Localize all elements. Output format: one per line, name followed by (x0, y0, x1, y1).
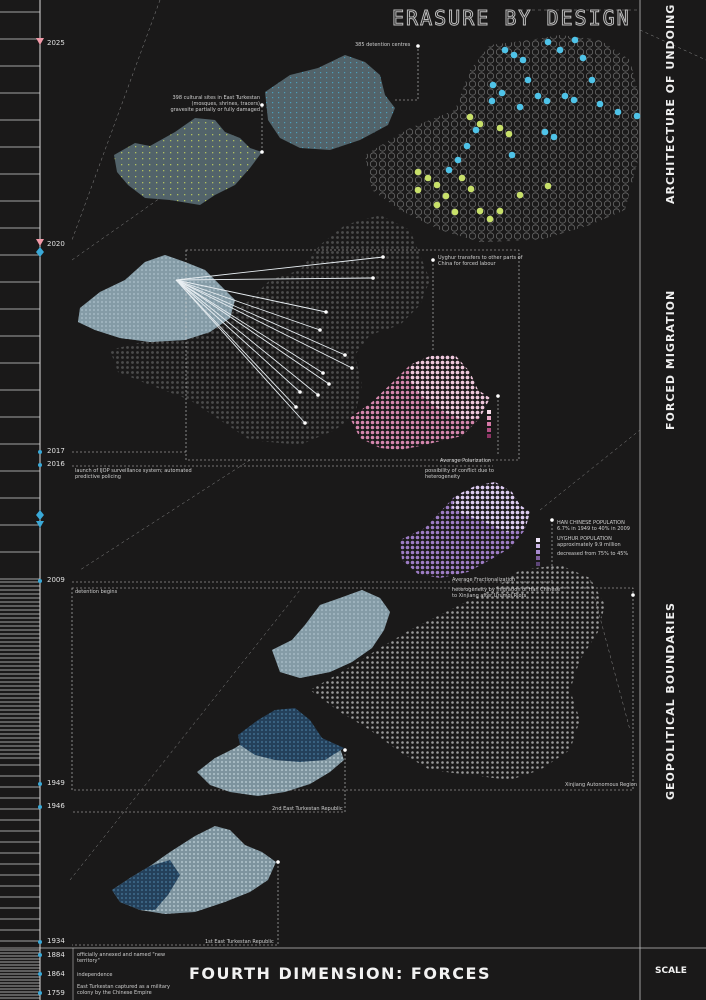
migration-leaders (72, 249, 520, 467)
year-2020: 2020 (47, 240, 65, 248)
marker-blue-triangle (36, 521, 44, 528)
annotation-heterogeneity: heterogeneity by migration of Han Chines… (452, 587, 561, 599)
year-2009: 2009 (47, 576, 65, 584)
annotation-han-population-detail: 6.7% in 1949 to 40% in 2009 (557, 526, 630, 532)
year-2016: 2016 (47, 460, 65, 468)
china-grey-migration-map (110, 215, 430, 445)
marker-blue-diamond (36, 510, 44, 520)
year-1946: 1946 (47, 802, 65, 810)
section-label-architecture: ARCHITECTURE OF UNDOING (664, 3, 677, 204)
annotation-uyghur-population: UYGHUR POPULATION (557, 536, 612, 542)
year-1864: 1864 (47, 970, 65, 978)
migration-flow-lines (175, 256, 384, 424)
polarization-legend (487, 410, 491, 438)
fractionalization-legend (536, 538, 540, 566)
china-grey-boundary-map (310, 565, 605, 780)
fraction-leaders (72, 520, 553, 583)
annotation-independence: independence (77, 972, 113, 978)
year-1934: 1934 (47, 937, 65, 945)
annotation-average-polarization: Average Polarization (440, 458, 492, 464)
annotation-detention-centres: 385 detention centres (355, 42, 411, 48)
migration-endpoints (294, 255, 385, 425)
section-label-boundaries: GEOPOLITICAL BOUNDARIES (664, 602, 677, 800)
annotation-cultural-sites: 398 cultural sites in East Turkestan (mo… (170, 95, 260, 113)
year-1949: 1949 (47, 779, 65, 787)
year-2025: 2025 (47, 39, 65, 47)
annotation-average-fractionalization: Average Fractionalization (452, 577, 516, 583)
annotation-military-colony: East Turkestan captured as a military co… (77, 984, 170, 996)
annotation-uyghur-population-detail: approximately 9.9 million (557, 542, 621, 548)
footer-title: FOURTH DIMENSION: FORCES (189, 964, 491, 983)
scale-label: SCALE (655, 966, 687, 976)
annotation-annexed: officially annexed and named "new territ… (77, 952, 166, 964)
boundary-leaders (71, 587, 634, 946)
annotation-second-republic: 2nd East Turkestan Republic (272, 806, 343, 812)
detention-dots (414, 36, 641, 223)
marker-pink-triangle (36, 38, 44, 45)
section-label-migration: FORCED MIGRATION (664, 289, 677, 430)
annotation-conflict: possibility of conflict due to heterogen… (425, 468, 494, 480)
annotation-xinjiang-region: Xinjiang Autonomous Region (565, 782, 638, 788)
marker-pink-triangle (36, 239, 44, 246)
annotation-uyghur-transfers: Uyghur transfers to other parts of China… (438, 255, 523, 267)
year-1884: 1884 (47, 951, 65, 959)
annotation-first-republic: 1st East Turkestan Republic (205, 939, 274, 945)
annotation-uyghur-population-decrease: decreased from 75% to 45% (557, 551, 629, 557)
poster-title: ERASURE BY DESIGN (392, 6, 631, 31)
annotation-ijop: launch of IJOP surveillance system; auto… (75, 468, 192, 480)
timeline-ticks (0, 11, 40, 999)
year-1759: 1759 (47, 989, 65, 997)
hex-detention-map (365, 35, 640, 242)
year-2017: 2017 (47, 447, 65, 455)
timeline-markers (36, 38, 44, 995)
marker-blue-diamond (36, 247, 44, 257)
annotation-han-population: HAN CHINESE POPULATION (557, 520, 625, 526)
annotation-detention-begins: detention begins (75, 589, 118, 595)
